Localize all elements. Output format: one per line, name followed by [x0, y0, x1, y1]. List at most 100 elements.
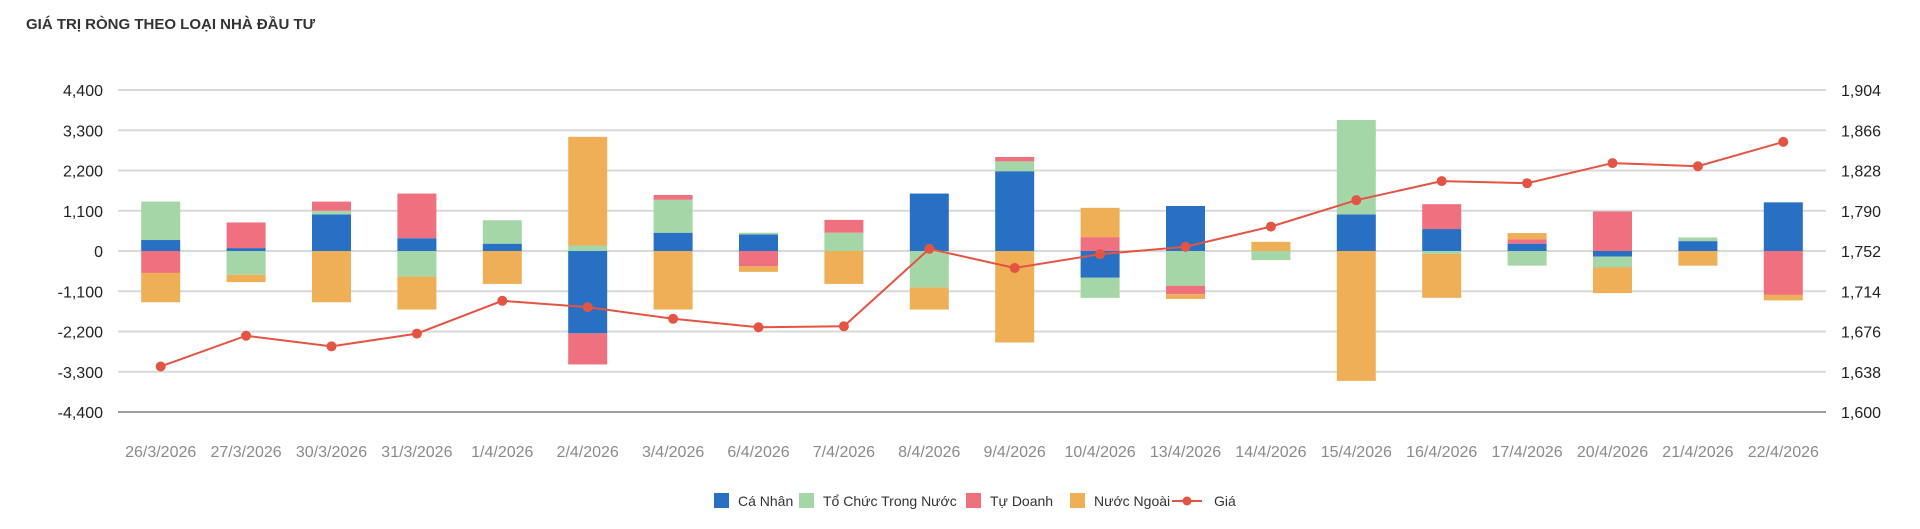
- right-tick-label: 1,752: [1841, 244, 1881, 261]
- bar-nước-ngoài: [1422, 253, 1462, 298]
- price-point: [1692, 161, 1703, 172]
- price-point: [1436, 176, 1447, 187]
- grid-lines: [118, 89, 1826, 413]
- bar-cá-nhân: [226, 248, 266, 251]
- bar-tổ-chức-trong-nước: [995, 161, 1035, 172]
- price-point: [1009, 262, 1020, 273]
- price-point: [155, 361, 166, 372]
- bar-cá-nhân: [568, 251, 608, 334]
- bar-nước-ngoài: [1251, 241, 1291, 251]
- right-tick-label: 1,866: [1841, 123, 1881, 140]
- x-tick-label: 30/3/2026: [296, 444, 367, 461]
- bar-nước-ngoài: [1336, 251, 1376, 381]
- legend-swatch: [1070, 493, 1085, 508]
- x-tick-label: 26/3/2026: [125, 444, 196, 461]
- bar-cá-nhân: [653, 232, 693, 251]
- left-axis-ticks: 4,400 3,300 2,200 1,100 0 -1,100 -2,200 -3,300 -…: [58, 83, 103, 422]
- bar-nước-ngoài: [568, 136, 608, 246]
- bar-cá-nhân: [141, 240, 181, 251]
- bar-cá-nhân: [1678, 241, 1718, 251]
- bar-tổ-chức-trong-nước: [1593, 256, 1632, 268]
- price-point: [1522, 178, 1533, 189]
- x-tick-label: 13/4/2026: [1150, 444, 1221, 461]
- bar-tổ-chức-trong-nước: [909, 251, 949, 288]
- bar-nước-ngoài: [1678, 251, 1718, 266]
- right-tick-label: 1,790: [1841, 204, 1881, 221]
- legend-swatch: [1182, 496, 1192, 506]
- bar-nước-ngoài: [1080, 207, 1120, 238]
- legend-label: Giá: [1214, 493, 1236, 509]
- chart-title: GIÁ TRỊ RÒNG THEO LOẠI NHÀ ĐẦU TƯ: [26, 16, 316, 33]
- right-tick-label: 1,714: [1841, 284, 1881, 301]
- bar-nước-ngoài: [397, 276, 437, 310]
- legend-swatch: [966, 493, 981, 508]
- bar-nước-ngoài: [312, 251, 351, 303]
- x-tick-label: 21/4/2026: [1662, 444, 1733, 461]
- x-tick-label: 22/4/2026: [1748, 444, 1819, 461]
- price-point: [497, 295, 508, 306]
- left-tick-label: -4,400: [58, 405, 103, 422]
- legend-swatch: [714, 493, 729, 508]
- price-point: [326, 341, 337, 352]
- price-point: [924, 243, 935, 254]
- bar-cá-nhân: [1593, 251, 1632, 257]
- x-tick-label: 15/4/2026: [1321, 444, 1392, 461]
- bar-tự-doanh: [1422, 204, 1462, 230]
- bar-tổ-chức-trong-nước: [141, 201, 181, 241]
- bar-nước-ngoài: [653, 251, 693, 310]
- legend-label: Tự Doanh: [990, 493, 1053, 509]
- bar-tự-doanh: [1166, 285, 1205, 295]
- left-tick-label: 3,300: [63, 123, 103, 140]
- bar-tự-doanh: [141, 251, 181, 273]
- bar-nước-ngoài: [824, 251, 864, 284]
- bar-tổ-chức-trong-nước: [1422, 251, 1462, 254]
- bar-cá-nhân: [312, 214, 351, 251]
- price-point: [668, 313, 679, 324]
- left-tick-label: 2,200: [63, 164, 103, 181]
- bar-nước-ngoài: [482, 251, 522, 284]
- bar-nước-ngoài: [1507, 233, 1547, 240]
- x-tick-label: 14/4/2026: [1235, 444, 1306, 461]
- bar-tổ-chức-trong-nước: [1251, 251, 1291, 261]
- x-tick-label: 27/3/2026: [211, 444, 282, 461]
- bar-tự-doanh: [568, 333, 608, 365]
- bar-tự-doanh: [1507, 239, 1547, 244]
- x-tick-label: 16/4/2026: [1406, 444, 1477, 461]
- price-point: [1095, 249, 1106, 260]
- right-tick-label: 1,904: [1841, 83, 1881, 100]
- right-axis-ticks: 1,904 1,866 1,828 1,790 1,752 1,714 1,676 1,638…: [1841, 83, 1881, 422]
- bar-tự-doanh: [1593, 211, 1632, 251]
- price-point: [753, 322, 764, 333]
- x-tick-label: 6/4/2026: [727, 444, 789, 461]
- bar-nước-ngoài: [1763, 294, 1803, 301]
- bar-cá-nhân: [1422, 229, 1462, 251]
- bar-nước-ngoài: [739, 266, 778, 272]
- bar-nước-ngoài: [909, 287, 949, 310]
- bar-cá-nhân: [739, 234, 778, 251]
- bar-nước-ngoài: [226, 274, 266, 283]
- left-tick-label: -1,100: [58, 284, 103, 301]
- x-tick-label: 3/4/2026: [642, 444, 704, 461]
- right-tick-label: 1,600: [1841, 405, 1881, 422]
- bar-tổ-chức-trong-nước: [1507, 251, 1547, 266]
- bar-tự-doanh: [1080, 237, 1120, 251]
- bar-tự-doanh: [653, 195, 693, 200]
- bar-tổ-chức-trong-nước: [824, 232, 864, 251]
- bar-tổ-chức-trong-nước: [312, 210, 351, 215]
- bar-tự-doanh: [995, 156, 1035, 162]
- price-point: [582, 302, 593, 313]
- bar-tổ-chức-trong-nước: [226, 251, 266, 275]
- legend-label: Nước Ngoài: [1094, 493, 1170, 509]
- price-point: [838, 321, 849, 332]
- bar-tự-doanh: [312, 201, 351, 211]
- x-tick-label: 8/4/2026: [898, 444, 960, 461]
- x-tick-label: 9/4/2026: [984, 444, 1046, 461]
- x-tick-label: 10/4/2026: [1065, 444, 1136, 461]
- price-point: [1607, 158, 1618, 169]
- bar-cá-nhân: [1763, 202, 1803, 251]
- legend-swatch: [799, 493, 814, 508]
- x-axis-ticks: 26/3/2026 27/3/2026 30/3/2026 31/3/2026 1/4/…: [125, 444, 1819, 461]
- bar-tự-doanh: [739, 251, 778, 267]
- price-point: [1265, 221, 1276, 232]
- right-tick-label: 1,676: [1841, 325, 1881, 342]
